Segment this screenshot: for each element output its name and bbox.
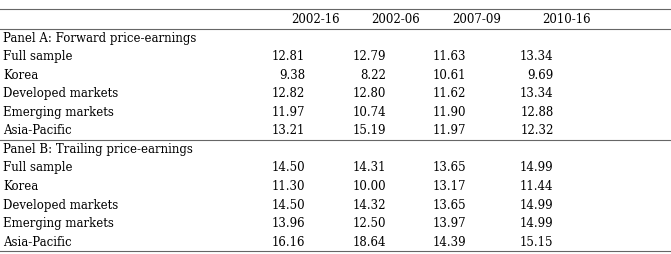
Text: 18.64: 18.64 <box>352 236 386 249</box>
Text: 13.65: 13.65 <box>433 199 466 212</box>
Text: 15.15: 15.15 <box>520 236 554 249</box>
Text: 13.17: 13.17 <box>433 180 466 193</box>
Text: Emerging markets: Emerging markets <box>3 106 114 119</box>
Text: 13.97: 13.97 <box>433 217 466 230</box>
Text: Developed markets: Developed markets <box>3 199 119 212</box>
Text: 8.22: 8.22 <box>360 69 386 82</box>
Text: 14.99: 14.99 <box>520 217 554 230</box>
Text: 12.32: 12.32 <box>520 124 554 137</box>
Text: 12.50: 12.50 <box>352 217 386 230</box>
Text: 13.34: 13.34 <box>520 87 554 100</box>
Text: 10.74: 10.74 <box>352 106 386 119</box>
Text: 14.31: 14.31 <box>352 162 386 174</box>
Text: Korea: Korea <box>3 180 39 193</box>
Text: 13.96: 13.96 <box>272 217 305 230</box>
Text: 2002-06: 2002-06 <box>372 13 420 26</box>
Text: 13.65: 13.65 <box>433 162 466 174</box>
Text: 14.50: 14.50 <box>272 199 305 212</box>
Text: 11.63: 11.63 <box>433 50 466 63</box>
Text: 10.00: 10.00 <box>352 180 386 193</box>
Text: 10.61: 10.61 <box>433 69 466 82</box>
Text: 11.30: 11.30 <box>272 180 305 193</box>
Text: 12.82: 12.82 <box>272 87 305 100</box>
Text: 9.38: 9.38 <box>279 69 305 82</box>
Text: 15.19: 15.19 <box>352 124 386 137</box>
Text: 2002-16: 2002-16 <box>291 13 340 26</box>
Text: 14.39: 14.39 <box>433 236 466 249</box>
Text: 11.62: 11.62 <box>433 87 466 100</box>
Text: Panel A: Forward price-earnings: Panel A: Forward price-earnings <box>3 31 197 44</box>
Text: 2007-09: 2007-09 <box>452 13 501 26</box>
Text: Full sample: Full sample <box>3 50 73 63</box>
Text: 14.32: 14.32 <box>352 199 386 212</box>
Text: Full sample: Full sample <box>3 162 73 174</box>
Text: 13.34: 13.34 <box>520 50 554 63</box>
Text: 12.88: 12.88 <box>520 106 554 119</box>
Text: 2010-16: 2010-16 <box>543 13 591 26</box>
Text: Korea: Korea <box>3 69 39 82</box>
Text: 11.97: 11.97 <box>272 106 305 119</box>
Text: 11.90: 11.90 <box>433 106 466 119</box>
Text: 14.99: 14.99 <box>520 199 554 212</box>
Text: 12.81: 12.81 <box>272 50 305 63</box>
Text: 14.99: 14.99 <box>520 162 554 174</box>
Text: Emerging markets: Emerging markets <box>3 217 114 230</box>
Text: Developed markets: Developed markets <box>3 87 119 100</box>
Text: Asia-Pacific: Asia-Pacific <box>3 236 72 249</box>
Text: Panel B: Trailing price-earnings: Panel B: Trailing price-earnings <box>3 143 193 156</box>
Text: 13.21: 13.21 <box>272 124 305 137</box>
Text: 11.44: 11.44 <box>520 180 554 193</box>
Text: Asia-Pacific: Asia-Pacific <box>3 124 72 137</box>
Text: 16.16: 16.16 <box>272 236 305 249</box>
Text: 12.80: 12.80 <box>352 87 386 100</box>
Text: 12.79: 12.79 <box>352 50 386 63</box>
Text: 14.50: 14.50 <box>272 162 305 174</box>
Text: 11.97: 11.97 <box>433 124 466 137</box>
Text: 9.69: 9.69 <box>527 69 554 82</box>
